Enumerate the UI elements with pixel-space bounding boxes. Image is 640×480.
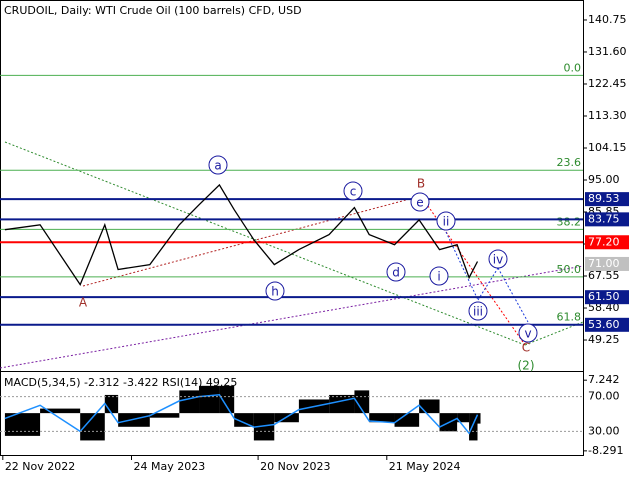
wave-label: i bbox=[437, 270, 440, 284]
trend-lines bbox=[0, 141, 584, 369]
macd-bar bbox=[469, 413, 478, 441]
y-tick-label: 131.60 bbox=[588, 45, 627, 58]
level-label: 77.20 bbox=[588, 235, 620, 248]
y-tick-label: 140.75 bbox=[588, 13, 627, 26]
y-tick-label: 49.25 bbox=[588, 333, 620, 346]
level-label: 83.75 bbox=[588, 212, 620, 225]
wave-circle bbox=[468, 301, 488, 321]
wave-circle bbox=[488, 249, 508, 269]
level-box bbox=[585, 290, 629, 305]
trend-line bbox=[445, 231, 479, 301]
macd-bar bbox=[179, 390, 200, 414]
y2-tick-label: 70.00 bbox=[588, 390, 620, 403]
wave-label: iv bbox=[493, 253, 503, 267]
level-label: 53.60 bbox=[588, 318, 620, 331]
wave-label: a bbox=[214, 159, 221, 173]
macd-bar bbox=[149, 413, 180, 418]
wave-circle bbox=[518, 323, 538, 343]
wave-circle bbox=[436, 211, 456, 231]
wave-label: B bbox=[417, 177, 425, 191]
fib-label: 23.6 bbox=[557, 156, 582, 169]
indicator-title: MACD(5,34,5) -2.312 -3.422 RSI(14) 49.25 bbox=[4, 376, 237, 389]
plot-frame bbox=[0, 0, 584, 456]
trend-line bbox=[4, 141, 526, 346]
level-box bbox=[585, 235, 629, 250]
macd-bar bbox=[369, 413, 395, 423]
macd-bar bbox=[234, 413, 254, 427]
macd-bar bbox=[329, 394, 355, 414]
wave-label: d bbox=[392, 266, 400, 280]
macd-bar bbox=[457, 413, 470, 423]
x-tick-label: 22 Nov 2022 bbox=[5, 460, 75, 473]
macd-bar bbox=[40, 408, 81, 414]
rsi-line bbox=[4, 394, 479, 435]
chart-title: CRUDOIL, Daily: WTI Crude Oil (100 barre… bbox=[4, 4, 302, 17]
fib-label: 61.8 bbox=[557, 310, 582, 323]
y-tick-label: 67.55 bbox=[588, 269, 620, 282]
wave-label: C bbox=[522, 341, 530, 355]
wave-circle bbox=[208, 155, 228, 175]
y2-tick-label: 30.00 bbox=[588, 424, 620, 437]
wave-label: v bbox=[524, 327, 531, 341]
macd-bar bbox=[419, 399, 440, 414]
macd-bar bbox=[253, 413, 275, 441]
fib-label: 50.0 bbox=[557, 263, 582, 276]
wave-circle bbox=[343, 181, 363, 201]
wave-circle bbox=[386, 262, 406, 282]
wave-label: c bbox=[350, 185, 357, 199]
macd-bar bbox=[199, 385, 220, 414]
wave-circle bbox=[265, 281, 285, 301]
macd-bar bbox=[104, 394, 119, 414]
level-box bbox=[585, 317, 629, 332]
x-tick-label: 21 May 2024 bbox=[389, 460, 461, 473]
level-box bbox=[585, 192, 629, 207]
wave-label: (2) bbox=[518, 359, 535, 373]
y-tick-label: -8.291 bbox=[588, 444, 623, 457]
level-label: 61.50 bbox=[588, 290, 620, 303]
level-label: 71.00 bbox=[588, 257, 620, 270]
wave-circle bbox=[410, 192, 430, 212]
x-tick-label: 24 May 2023 bbox=[134, 460, 206, 473]
macd-bar bbox=[219, 385, 235, 414]
fib-label: 38.2 bbox=[557, 215, 582, 228]
wave-label: e bbox=[416, 196, 423, 210]
fib-label: 0.0 bbox=[564, 61, 582, 74]
wave-label: A bbox=[79, 296, 88, 310]
wave-label: iii bbox=[473, 305, 483, 319]
macd-bar bbox=[4, 413, 41, 436]
y-tick-label: 58.40 bbox=[588, 301, 620, 314]
y-tick-label: 104.15 bbox=[588, 141, 627, 154]
level-label: 89.53 bbox=[588, 192, 620, 205]
level-box bbox=[585, 256, 629, 271]
y-tick-label: 113.30 bbox=[588, 109, 627, 122]
wave-circle bbox=[429, 266, 449, 286]
trend-line bbox=[0, 265, 584, 369]
y-tick-label: 7.242 bbox=[588, 373, 620, 386]
price-line bbox=[4, 183, 479, 286]
y-tick-label: 95.00 bbox=[588, 173, 620, 186]
macd-bar bbox=[354, 390, 370, 414]
macd-bar bbox=[477, 413, 481, 424]
y-tick-label: 122.45 bbox=[588, 77, 627, 90]
wave-label: ii bbox=[443, 215, 450, 229]
level-box bbox=[585, 212, 629, 227]
x-tick-label: 20 Nov 2023 bbox=[260, 460, 330, 473]
macd-bar bbox=[394, 413, 420, 427]
wave-label: h bbox=[271, 285, 279, 299]
